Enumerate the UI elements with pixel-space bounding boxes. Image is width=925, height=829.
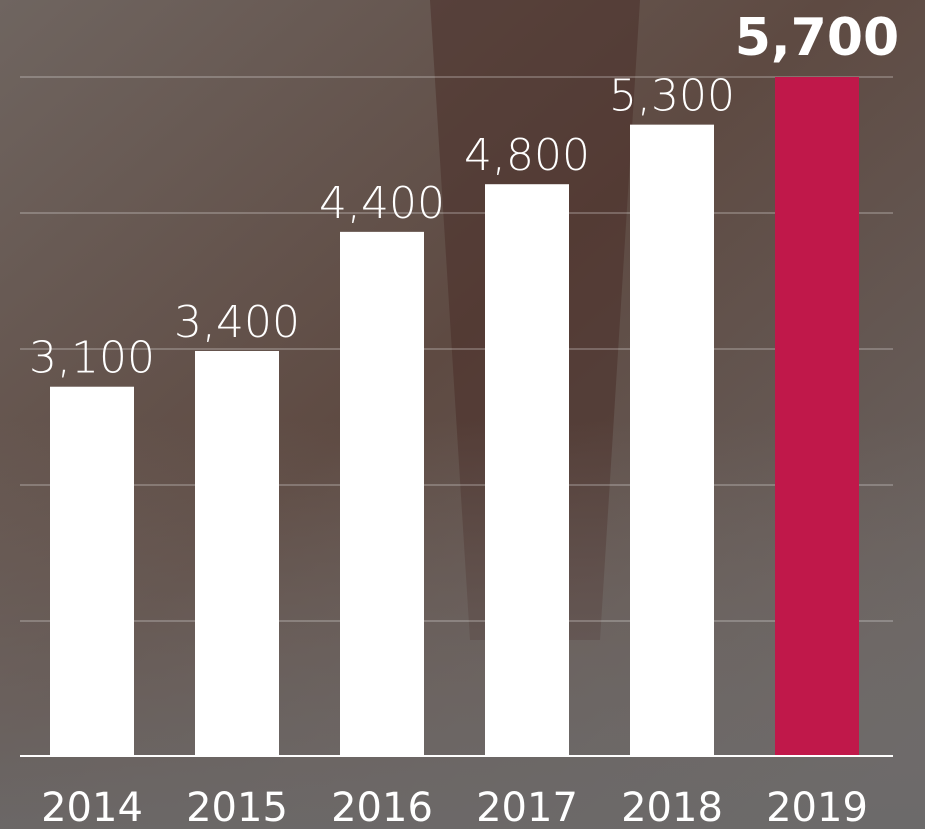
x-tick-label: 2019 (766, 785, 868, 829)
x-tick-label: 2015 (186, 785, 288, 829)
plot: 2014 3,100 2015 3,400 2016 4,400 2017 4,800 2018… (29, 8, 899, 829)
bar (775, 77, 859, 756)
value-label: 3,100 (29, 333, 155, 384)
x-tick-label: 2018 (621, 785, 723, 829)
background-floor (0, 420, 925, 829)
x-tick-label: 2016 (331, 785, 433, 829)
value-label: 3,400 (174, 297, 300, 348)
bar (195, 350, 279, 756)
value-label: 5,300 (609, 71, 735, 122)
value-label: 5,700 (735, 8, 899, 68)
bar (50, 386, 134, 756)
value-label: 4,400 (319, 178, 445, 229)
bar (630, 124, 714, 757)
bar (485, 184, 569, 757)
x-tick-label: 2014 (41, 785, 143, 829)
bar (340, 231, 424, 757)
grid (20, 76, 893, 622)
value-label: 4,800 (464, 130, 590, 181)
x-tick-label: 2017 (476, 785, 578, 829)
